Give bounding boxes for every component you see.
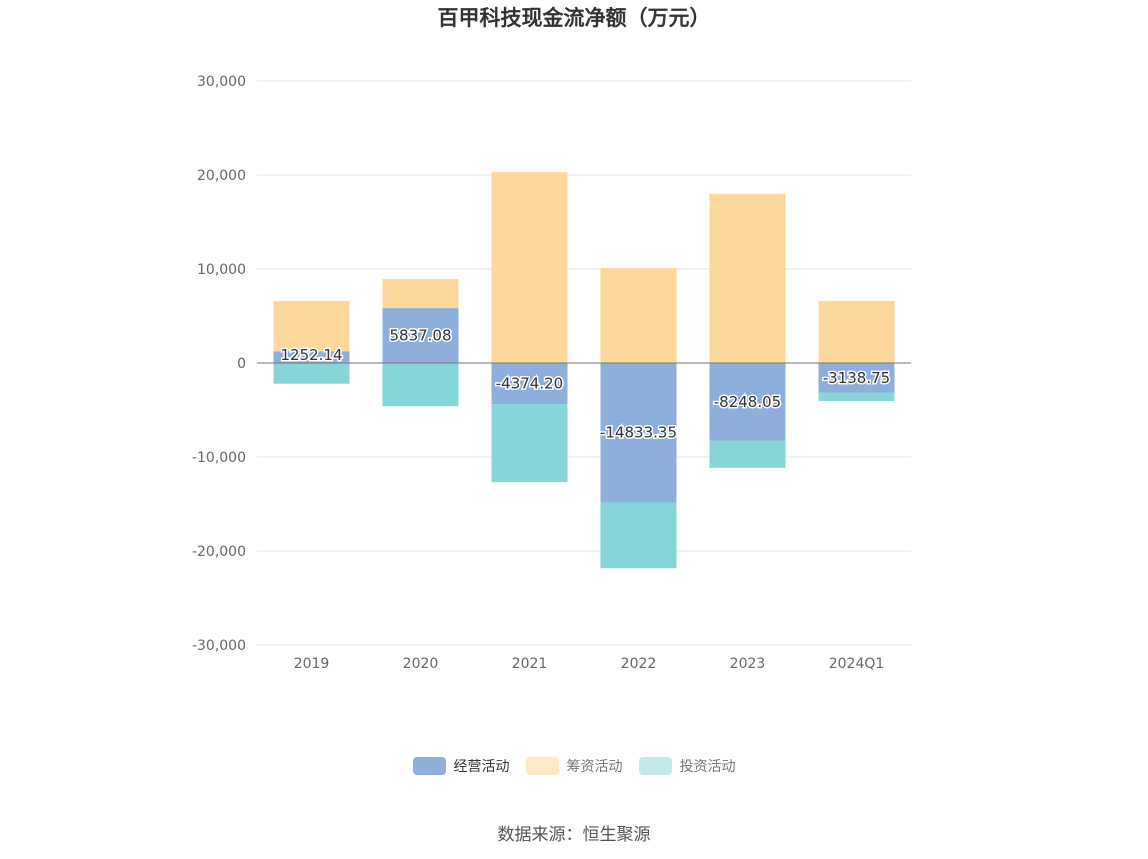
y-tick-label: -20,000 xyxy=(192,544,246,560)
bar-financing-2021[interactable] xyxy=(491,172,568,363)
legend-item-financing[interactable]: 筹资活动 xyxy=(525,756,623,776)
bar-investing-2019[interactable] xyxy=(273,363,350,384)
legend-label-operating: 经营活动 xyxy=(453,759,510,775)
bar-financing-2022[interactable] xyxy=(600,268,677,363)
bar-operating-2019[interactable] xyxy=(273,351,350,363)
grid-layer: 30,000 20,000 10,000 0 -10,000 -20,000 -30,000… xyxy=(192,74,911,672)
legend-swatch-investing xyxy=(638,757,672,775)
y-tick-label: -10,000 xyxy=(192,450,246,466)
y-tick-label: -30,000 xyxy=(192,638,246,654)
legend-item-investing[interactable]: 投资活动 xyxy=(638,756,736,776)
x-tick-label: 2019 xyxy=(294,656,330,672)
legend-label-investing: 投资活动 xyxy=(679,759,736,775)
x-tick-label: 2024Q1 xyxy=(829,656,885,672)
y-tick-label: 0 xyxy=(237,356,246,372)
labels-layer: 1252.14 5837.08 -4374.20 -14833.35 -8248.05 -… xyxy=(279,325,892,443)
bar-investing-2022[interactable] xyxy=(600,502,677,569)
data-label-2020: 5837.08 xyxy=(389,327,451,345)
bar-financing-2020[interactable] xyxy=(382,278,459,309)
bar-investing-2020[interactable] xyxy=(382,363,459,407)
bar-investing-2021[interactable] xyxy=(491,404,568,483)
data-label-2023: -8248.05 xyxy=(714,393,781,411)
legend-swatch-operating xyxy=(412,757,446,775)
source-note: 数据来源：恒生聚源 xyxy=(497,825,651,845)
data-label-2021: -4374.20 xyxy=(496,375,563,393)
y-tick-label: 30,000 xyxy=(197,74,246,90)
bar-financing-2024Q1[interactable] xyxy=(818,300,895,363)
bar-investing-2024Q1[interactable] xyxy=(818,392,895,401)
legend-item-operating[interactable]: 经营活动 xyxy=(412,756,510,776)
x-tick-label: 2022 xyxy=(621,656,657,672)
data-label-2019: 1252.14 xyxy=(280,346,342,364)
bar-operating-2023[interactable] xyxy=(709,363,786,441)
bar-operating-2021[interactable] xyxy=(491,363,568,405)
bar-operating-2020[interactable] xyxy=(382,308,459,363)
data-label-2022: -14833.35 xyxy=(600,424,677,442)
bar-financing-2023[interactable] xyxy=(709,193,786,363)
y-tick-label: 10,000 xyxy=(197,262,246,278)
legend-label-financing: 筹资活动 xyxy=(566,759,623,775)
data-label-2024Q1: -3138.75 xyxy=(823,369,890,387)
bar-operating-2024Q1[interactable] xyxy=(818,363,895,393)
x-tick-label: 2021 xyxy=(512,656,548,672)
bars-layer xyxy=(273,172,895,569)
bar-financing-2019[interactable] xyxy=(273,300,350,352)
bar-operating-2022[interactable] xyxy=(600,363,677,503)
chart-title: 百甲科技现金流净额（万元） xyxy=(437,6,711,30)
legend: 经营活动 筹资活动 投资活动 xyxy=(0,756,1148,776)
x-tick-label: 2020 xyxy=(403,656,439,672)
y-tick-label: 20,000 xyxy=(197,168,246,184)
x-tick-label: 2023 xyxy=(730,656,766,672)
legend-swatch-financing xyxy=(525,757,559,775)
bar-investing-2023[interactable] xyxy=(709,440,786,468)
